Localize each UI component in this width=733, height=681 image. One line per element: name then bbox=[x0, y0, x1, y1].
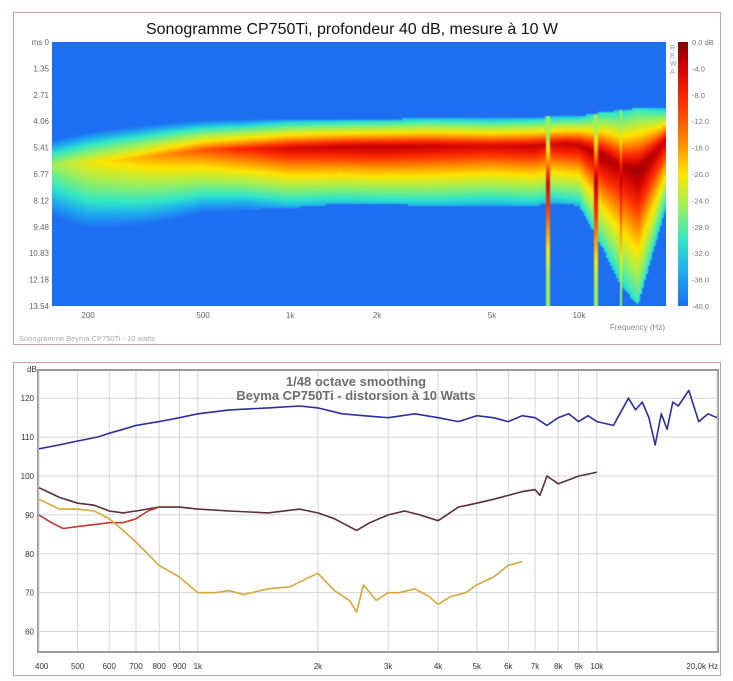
x-tick-label: 8k bbox=[554, 662, 563, 671]
x-tick-label: 2k bbox=[314, 662, 323, 671]
distortion-chart: 60 70 80 90 100 110 120 400 500 600 700 800 900 1k 2k… bbox=[21, 365, 719, 671]
series-line-h4 bbox=[38, 498, 523, 613]
sonogram-title: Sonogramme CP750Ti, profondeur 40 dB, me… bbox=[146, 21, 559, 38]
x-tick-label: 7k bbox=[531, 662, 540, 671]
x-tick-label: 500 bbox=[196, 311, 210, 320]
y-tick-label: 5.41 bbox=[33, 144, 49, 153]
y-tick-label: 100 bbox=[21, 472, 35, 481]
colorbar-letter: W bbox=[670, 61, 677, 68]
y-tick-label: 8.12 bbox=[33, 196, 49, 205]
x-tick-label: 20,0k Hz bbox=[686, 662, 718, 671]
x-tick-label: 5k bbox=[473, 662, 482, 671]
colorbar-label: -16.0 bbox=[692, 144, 709, 153]
x-tick-label: 6k bbox=[504, 662, 513, 671]
y-tick-label: 13.54 bbox=[29, 302, 50, 311]
x-tick-label: 800 bbox=[152, 662, 166, 671]
y-tick-label: 12.18 bbox=[29, 276, 50, 285]
series-line-h3 bbox=[38, 506, 160, 530]
x-tick-label: 200 bbox=[81, 311, 95, 320]
y-tick-label: 6.77 bbox=[33, 170, 49, 179]
series-line-fundamental bbox=[38, 389, 718, 450]
sonogram-caption: Sonogramme Beyma CP750Ti - 10 watts bbox=[19, 334, 155, 343]
series-line-h2 bbox=[38, 471, 598, 532]
colorbar-letter: R bbox=[670, 45, 675, 52]
x-tick-label: 3k bbox=[384, 662, 393, 671]
y-tick-label: 90 bbox=[25, 511, 34, 520]
colorbar bbox=[678, 42, 688, 306]
sonogram-chart: Sonogramme CP750Ti, profondeur 40 dB, me… bbox=[19, 21, 714, 343]
y-tick-label: 120 bbox=[21, 394, 35, 403]
colorbar-letter: A bbox=[670, 69, 675, 76]
colorbar-label: -24.0 bbox=[692, 196, 709, 205]
y-tick-label: 60 bbox=[25, 628, 34, 637]
colorbar-label: -20.0 bbox=[692, 170, 709, 179]
frequency-axis-label: Frequency (Hz) bbox=[610, 323, 665, 332]
y-tick-label: 80 bbox=[25, 550, 34, 559]
y-tick-label: 10.83 bbox=[29, 249, 50, 258]
x-tick-label: 400 bbox=[35, 662, 49, 671]
x-tick-label: 1k bbox=[194, 662, 203, 671]
sonogram-panel: Sonogramme CP750Ti, profondeur 40 dB, me… bbox=[13, 12, 721, 345]
y-tick-label: 110 bbox=[21, 433, 34, 442]
y-tick-label: ms 0 bbox=[32, 38, 50, 47]
distortion-panel: 60 70 80 90 100 110 120 400 500 600 700 800 900 1k 2k… bbox=[13, 362, 721, 676]
x-tick-label: 600 bbox=[103, 662, 117, 671]
y-tick-label: 9.48 bbox=[33, 223, 49, 232]
x-tick-label: 700 bbox=[129, 662, 143, 671]
colorbar-letter: E bbox=[670, 53, 675, 60]
colorbar-label: -12.0 bbox=[692, 117, 709, 126]
x-tick-label: 4k bbox=[434, 662, 443, 671]
colorbar-label: -4.0 bbox=[692, 64, 705, 73]
y-axis-unit: dB bbox=[27, 365, 37, 374]
x-tick-label: 2k bbox=[373, 311, 382, 320]
x-tick-label: 500 bbox=[71, 662, 85, 671]
y-tick-label: 4.06 bbox=[33, 117, 49, 126]
x-tick-label: 900 bbox=[173, 662, 187, 671]
chart-subtitle: Beyma CP750Ti - distorsion à 10 Watts bbox=[236, 388, 475, 403]
colorbar-label: -8.0 bbox=[692, 91, 705, 100]
y-tick-label: 1.35 bbox=[33, 64, 49, 73]
colorbar-label: -32.0 bbox=[692, 249, 709, 258]
colorbar-label: -40.0 bbox=[692, 302, 709, 311]
y-tick-label: 2.71 bbox=[33, 91, 49, 100]
colorbar-label: -28.0 bbox=[692, 223, 709, 232]
x-tick-label: 10k bbox=[590, 662, 604, 671]
colorbar-label: -36.0 bbox=[692, 276, 709, 285]
x-tick-label: 1k bbox=[286, 311, 295, 320]
x-tick-label: 5k bbox=[488, 311, 497, 320]
sonogram-heatmap bbox=[52, 42, 666, 306]
chart-title: 1/48 octave smoothing bbox=[286, 374, 426, 389]
x-tick-label: 10k bbox=[573, 311, 587, 320]
colorbar-label: 0.0 dB bbox=[692, 38, 714, 47]
y-tick-label: 70 bbox=[25, 589, 34, 598]
x-tick-label: 9k bbox=[574, 662, 583, 671]
